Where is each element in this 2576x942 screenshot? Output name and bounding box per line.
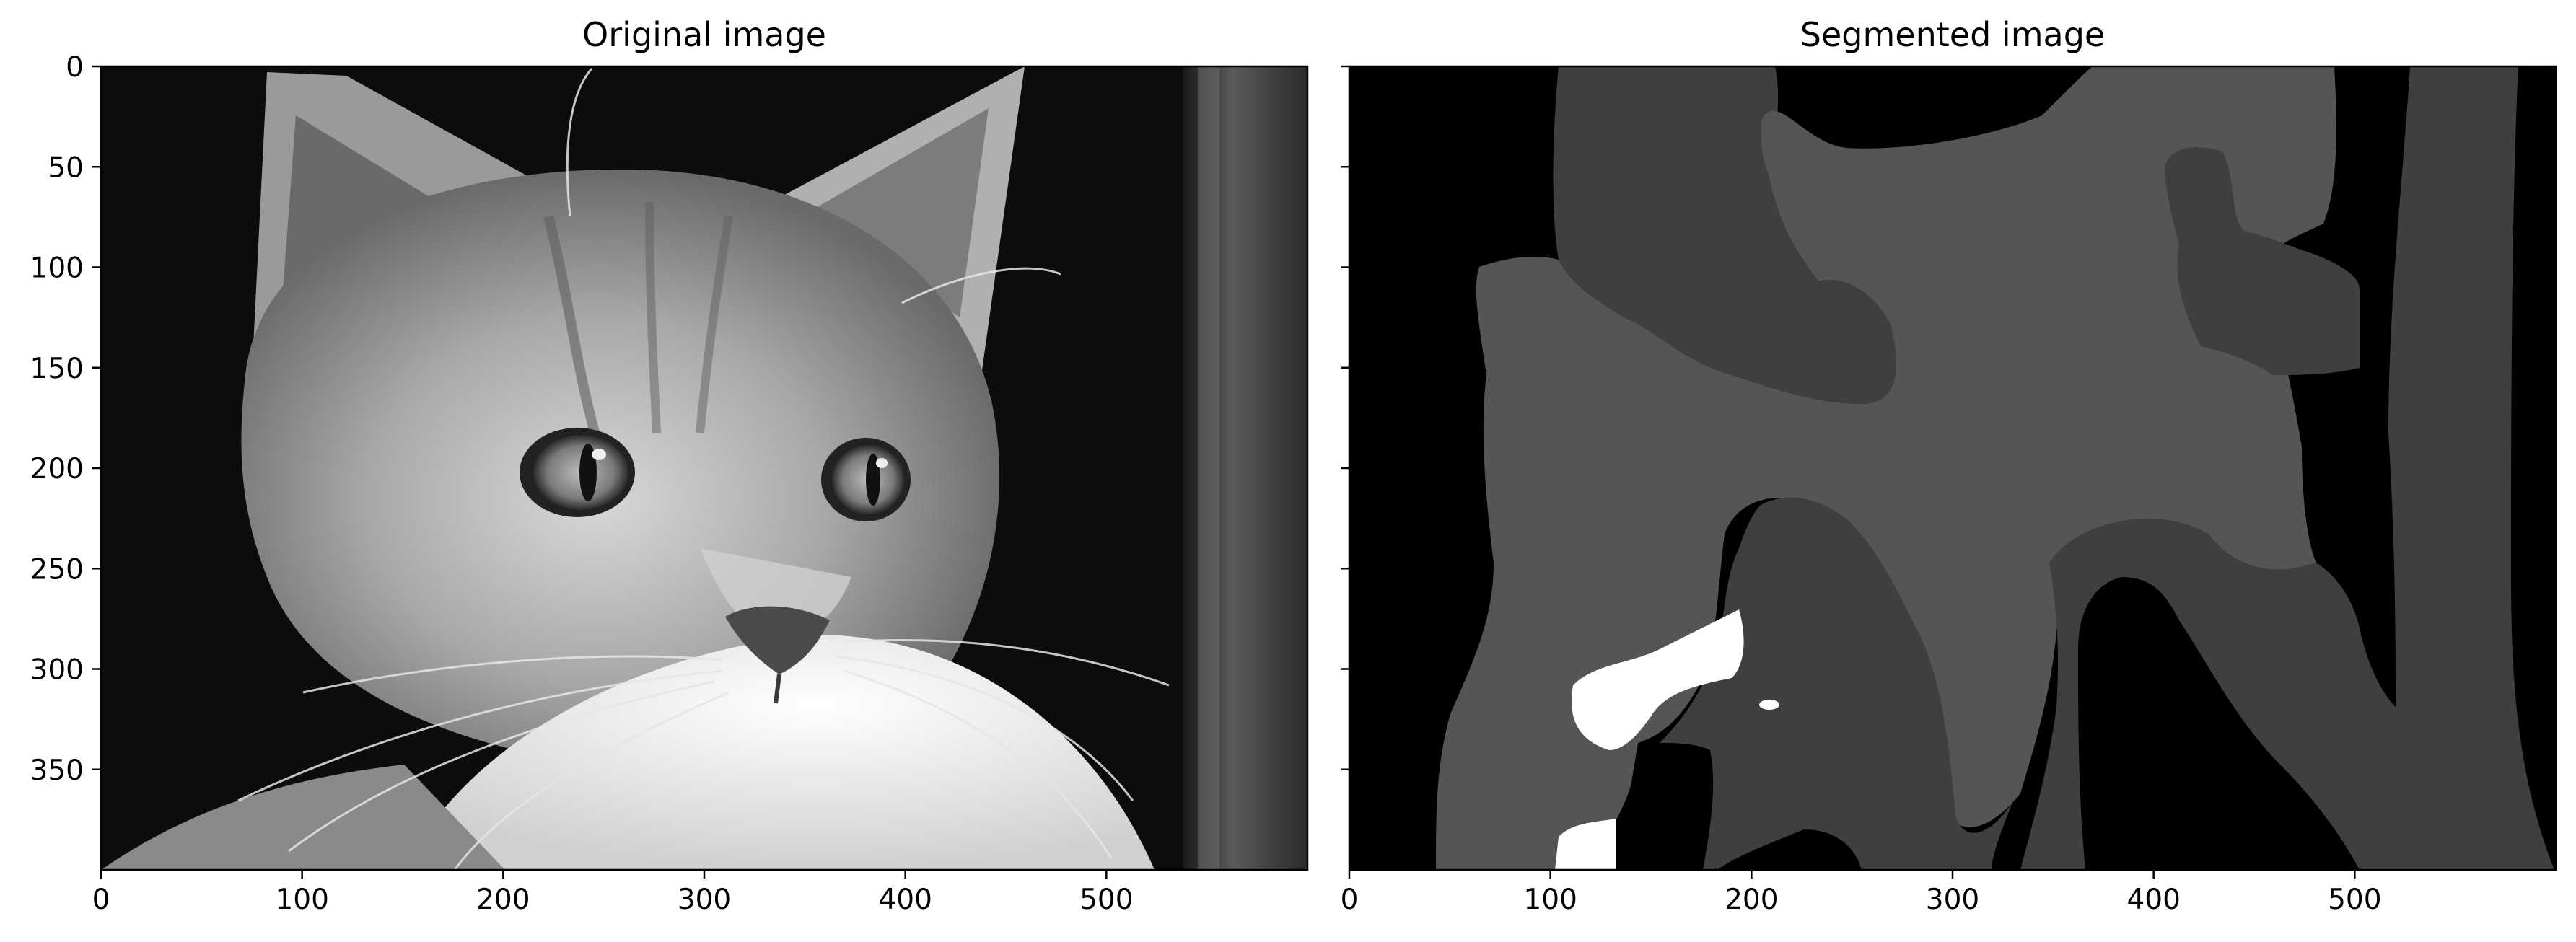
segmented-image-x-tick-label: 100 <box>1523 884 1577 916</box>
segment-dark-gray-band <box>2020 519 2403 870</box>
original-image-x-tick-label: 500 <box>1079 884 1133 916</box>
original-image-y-tick-label: 250 <box>30 553 84 586</box>
original-image-y-ticks: 0 50 100 150 200 250 300 350 <box>30 51 101 787</box>
segment-white-speck <box>1759 700 1779 710</box>
original-image-x-tick-label: 100 <box>275 884 328 916</box>
original-image-x-ticks: 0 100 200 300 400 500 <box>92 870 1134 916</box>
original-image-y-tick-label: 350 <box>30 754 84 787</box>
segmented-image-title: Segmented image <box>1800 15 2105 54</box>
segment-dark-gray-lower <box>1660 497 2013 870</box>
original-image-x-tick-label: 200 <box>476 884 530 916</box>
original-image-axes: Original image <box>30 15 1309 916</box>
original-image-title: Original image <box>582 15 826 54</box>
original-image-x-tick-label: 300 <box>678 884 731 916</box>
segmented-image-x-tick-label: 500 <box>2328 884 2381 916</box>
original-image-y-tick-label: 0 <box>66 51 84 84</box>
segmented-image-x-tick-label: 0 <box>1341 884 1359 916</box>
original-image-y-tick-label: 100 <box>30 252 84 285</box>
original-image-right-eye <box>821 438 911 521</box>
original-image-y-tick-label: 200 <box>30 453 84 485</box>
segmented-image-axes: Segmented image 0 100 200 300 400 500 <box>1341 15 2557 916</box>
segmented-image-x-tick-label: 400 <box>2126 884 2180 916</box>
original-image-x-tick-label: 0 <box>92 884 110 916</box>
segmented-image-x-tick-label: 300 <box>1926 884 1979 916</box>
segmented-image-y-ticks <box>1341 65 1349 770</box>
segment-right-strip <box>2381 66 2554 870</box>
original-image-photo <box>101 66 1307 870</box>
original-image-x-tick-label: 400 <box>878 884 932 916</box>
segment-dark-gray-right <box>2165 147 2360 376</box>
original-image-left-eye <box>520 428 635 517</box>
original-image-y-tick-label: 150 <box>30 353 84 385</box>
segment-white-lower <box>1555 819 1616 870</box>
segment-dark-gray-upper <box>1553 66 1896 404</box>
original-image-y-tick-label: 300 <box>30 654 84 687</box>
segment-white-upper <box>1572 609 1744 750</box>
segmented-image-x-tick-label: 200 <box>1725 884 1778 916</box>
segmented-image-map <box>1349 66 2556 870</box>
original-image-y-tick-label: 50 <box>48 151 84 184</box>
segmented-image-x-ticks: 0 100 200 300 400 500 <box>1341 870 2382 916</box>
